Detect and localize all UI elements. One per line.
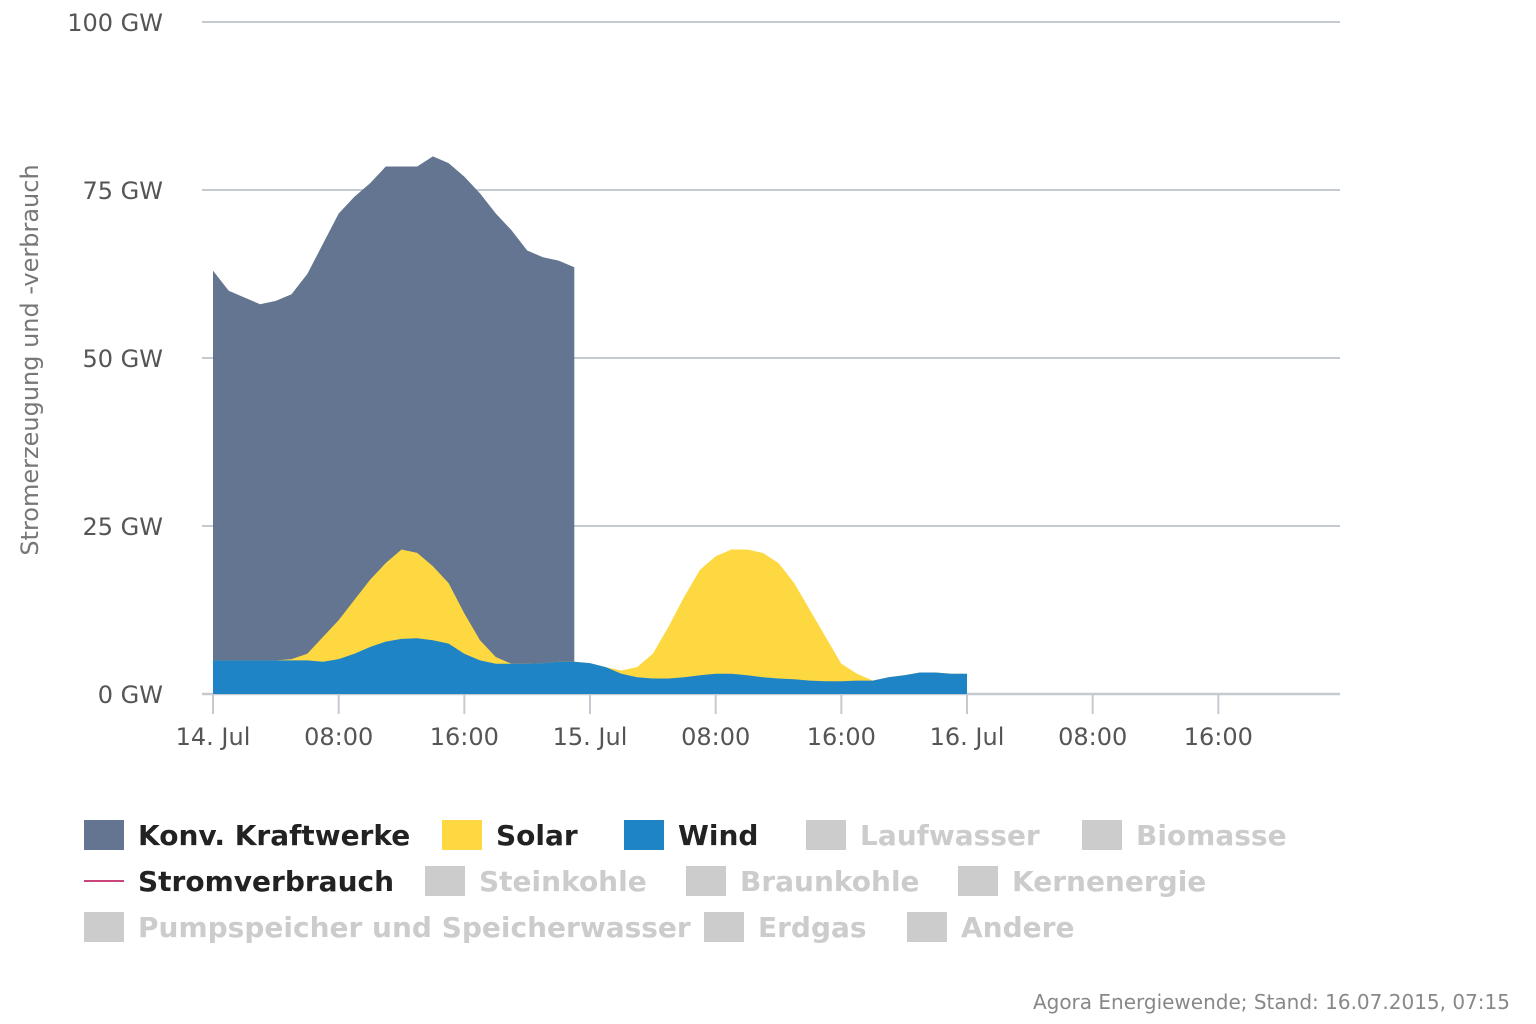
area-wind bbox=[213, 638, 967, 694]
legend-swatch bbox=[442, 820, 482, 850]
legend-swatch bbox=[624, 820, 664, 850]
y-tick-label: 100 GW bbox=[67, 9, 163, 37]
legend-item-steinkohle[interactable]: Steinkohle bbox=[425, 858, 647, 904]
x-tick-label: 16. Jul bbox=[930, 723, 1005, 751]
source-credit: Agora Energiewende; Stand: 16.07.2015, 0… bbox=[1032, 990, 1510, 1014]
x-tick-label: 08:00 bbox=[1058, 723, 1127, 751]
legend-label: Kernenergie bbox=[1012, 864, 1207, 898]
legend-line-swatch bbox=[84, 880, 124, 882]
legend-item-stromverbrauch[interactable]: Stromverbrauch bbox=[84, 858, 394, 904]
legend-swatch bbox=[1082, 820, 1122, 850]
y-tick-label: 75 GW bbox=[83, 177, 164, 205]
area-konv-kraftwerke bbox=[213, 156, 575, 694]
y-axis: 0 GW 25 GW 50 GW 75 GW 100 GW bbox=[67, 9, 163, 709]
legend-swatch bbox=[84, 820, 124, 850]
x-tick-label: 08:00 bbox=[304, 723, 373, 751]
legend-swatch bbox=[958, 866, 998, 896]
legend: Konv. Kraftwerke Solar Wind Laufwasser Bioma… bbox=[84, 812, 1334, 950]
legend-label: Braunkohle bbox=[740, 864, 920, 898]
legend-row: Konv. Kraftwerke Solar Wind Laufwasser Bioma… bbox=[84, 812, 1334, 858]
legend-swatch bbox=[84, 912, 124, 942]
x-tick-label: 15. Jul bbox=[553, 723, 628, 751]
x-axis: 14. Jul 08:00 16:00 15. Jul 08:00 16:00 16. Ju… bbox=[176, 694, 1253, 751]
x-tick-label: 08:00 bbox=[681, 723, 750, 751]
legend-label: Biomasse bbox=[1136, 818, 1287, 852]
legend-label: Stromverbrauch bbox=[138, 864, 395, 898]
legend-item-laufwasser[interactable]: Laufwasser bbox=[806, 812, 1040, 858]
legend-swatch bbox=[704, 912, 744, 942]
legend-label: Laufwasser bbox=[860, 818, 1040, 852]
y-axis-title: Stromerzeugung und -verbrauch bbox=[16, 164, 44, 555]
legend-label: Konv. Kraftwerke bbox=[138, 818, 411, 852]
series-areas bbox=[213, 156, 967, 694]
legend-item-wind[interactable]: Wind bbox=[624, 812, 758, 858]
legend-swatch bbox=[907, 912, 947, 942]
y-tick-label: 50 GW bbox=[83, 345, 164, 373]
legend-item-solar[interactable]: Solar bbox=[442, 812, 578, 858]
y-tick-label: 25 GW bbox=[83, 513, 164, 541]
legend-swatch bbox=[806, 820, 846, 850]
legend-item-andere[interactable]: Andere bbox=[907, 904, 1074, 950]
x-tick-label: 16:00 bbox=[430, 723, 499, 751]
legend-item-biomasse[interactable]: Biomasse bbox=[1082, 812, 1287, 858]
legend-row: Stromverbrauch Steinkohle Braunkohle Kernen… bbox=[84, 858, 1334, 904]
legend-swatch bbox=[686, 866, 726, 896]
x-tick-label: 16:00 bbox=[1184, 723, 1253, 751]
legend-label: Solar bbox=[496, 818, 578, 852]
x-tick-label: 14. Jul bbox=[176, 723, 251, 751]
legend-swatch bbox=[425, 866, 465, 896]
legend-label: Erdgas bbox=[758, 910, 867, 944]
legend-label: Pumpspeicher und Speicherwasser bbox=[138, 910, 691, 944]
legend-item-braunkohle[interactable]: Braunkohle bbox=[686, 858, 920, 904]
legend-item-erdgas[interactable]: Erdgas bbox=[704, 904, 867, 950]
legend-label: Andere bbox=[961, 910, 1075, 944]
legend-row: Pumpspeicher und Speicherwasser Erdgas And… bbox=[84, 904, 1334, 950]
legend-label: Wind bbox=[678, 818, 759, 852]
x-tick-label: 16:00 bbox=[807, 723, 876, 751]
legend-item-konv-kraftwerke[interactable]: Konv. Kraftwerke bbox=[84, 812, 410, 858]
legend-item-kernenergie[interactable]: Kernenergie bbox=[958, 858, 1206, 904]
legend-item-pumpspeicher-und-speicherwasser[interactable]: Pumpspeicher und Speicherwasser bbox=[84, 904, 691, 950]
y-tick-label: 0 GW bbox=[98, 681, 163, 709]
legend-label: Steinkohle bbox=[479, 864, 647, 898]
chart: 0 GW 25 GW 50 GW 75 GW 100 GW 14. Jul 08:00 16… bbox=[16, 9, 1340, 751]
